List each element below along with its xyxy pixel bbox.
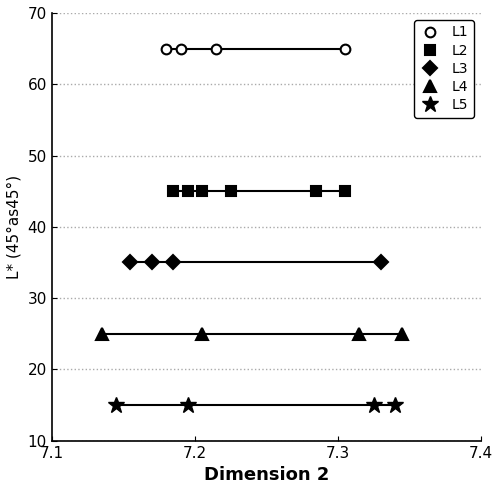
X-axis label: Dimension 2: Dimension 2 — [204, 466, 329, 484]
Line: L3: L3 — [126, 258, 386, 267]
L5 — [370, 402, 376, 408]
Line: L2: L2 — [168, 186, 350, 196]
L4 — [400, 331, 406, 337]
L3 — [128, 259, 134, 265]
L3 — [149, 259, 155, 265]
L1 — [163, 46, 169, 52]
L2 — [199, 188, 205, 194]
L4 — [99, 331, 105, 337]
L5 — [392, 402, 398, 408]
L2 — [342, 188, 348, 194]
L1 — [178, 46, 184, 52]
L4 — [356, 331, 362, 337]
Y-axis label: L* (45°as45°): L* (45°as45°) — [7, 175, 22, 279]
L2 — [228, 188, 234, 194]
L3 — [378, 259, 384, 265]
Line: L1: L1 — [162, 44, 350, 54]
Line: L5: L5 — [108, 397, 404, 413]
L5 — [184, 402, 190, 408]
L4 — [199, 331, 205, 337]
Line: L4: L4 — [96, 328, 408, 339]
L1 — [214, 46, 220, 52]
L3 — [170, 259, 176, 265]
L2 — [314, 188, 320, 194]
L2 — [184, 188, 190, 194]
Legend: L1, L2, L3, L4, L5: L1, L2, L3, L4, L5 — [414, 20, 474, 118]
L1 — [342, 46, 348, 52]
L2 — [170, 188, 176, 194]
L5 — [113, 402, 119, 408]
